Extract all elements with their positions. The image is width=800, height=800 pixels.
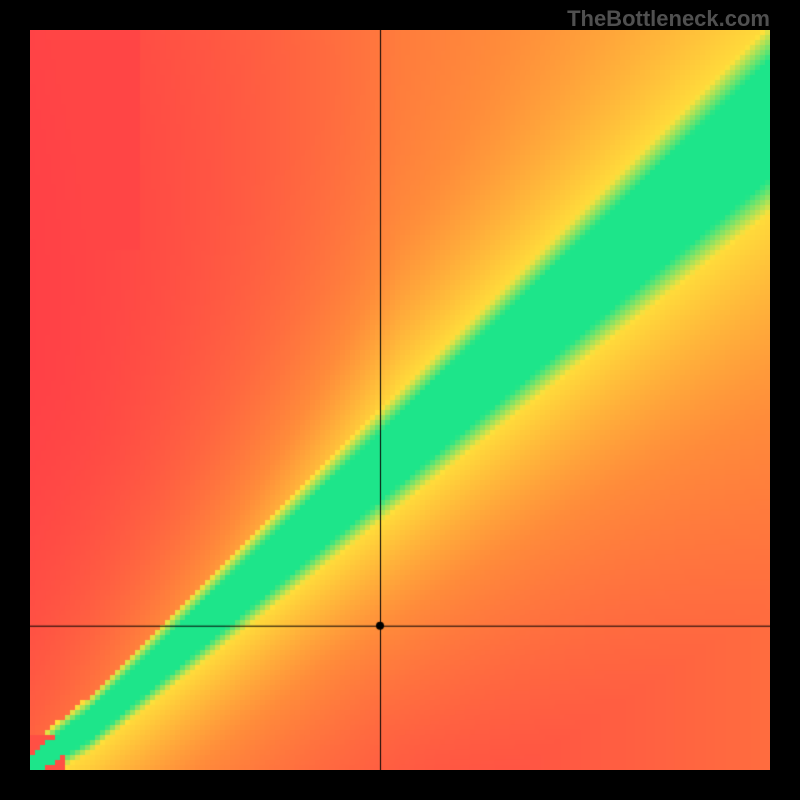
heatmap-canvas — [30, 30, 770, 770]
watermark-text: TheBottleneck.com — [567, 6, 770, 32]
plot-area — [30, 30, 770, 770]
chart-container: TheBottleneck.com — [0, 0, 800, 800]
